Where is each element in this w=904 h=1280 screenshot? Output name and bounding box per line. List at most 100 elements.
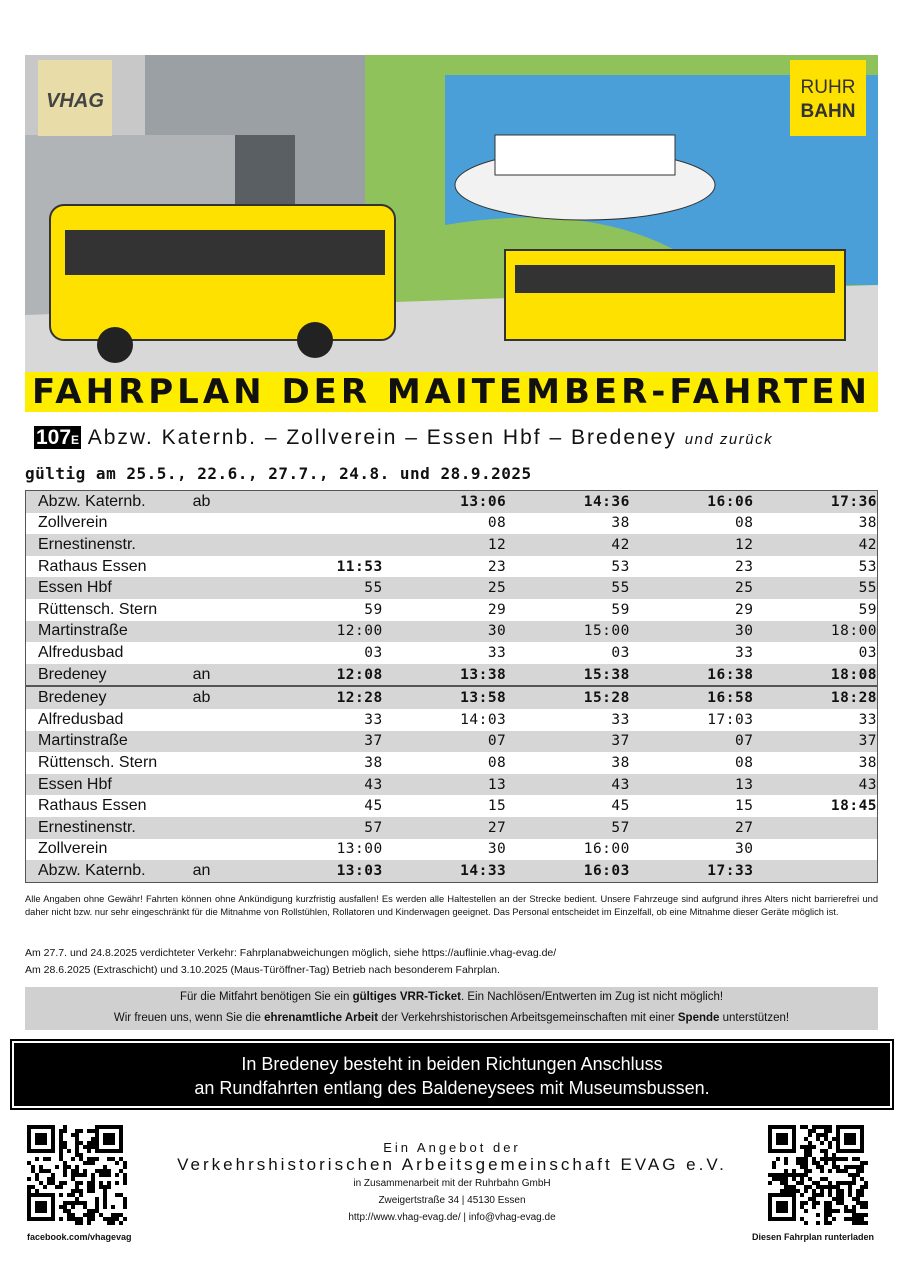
time: 12 — [487, 536, 507, 553]
time: 59 — [611, 601, 630, 618]
time: 55 — [611, 580, 630, 597]
timetable-row: Abzw. Katernb. ab 13:06 14:36 16:06 17:36 — [26, 491, 877, 513]
time: 29 — [487, 601, 507, 618]
time: 43 — [611, 776, 630, 793]
time: 42 — [858, 536, 878, 553]
line-badge: 107E — [34, 426, 82, 449]
banner: In Bredeney besteht in beiden Richtungen… — [10, 1039, 894, 1110]
timetable-row: Zollverein 13:00 30 16:00 30 — [26, 839, 877, 861]
time: 25 — [734, 580, 754, 597]
time: 13:03 — [336, 862, 383, 879]
time: 18:08 — [830, 666, 878, 683]
footer-line: Ein Angebot der — [383, 1140, 521, 1155]
notes: Alle Angaben ohne Gewähr! Fahrten können… — [25, 894, 878, 917]
stop-name: Abzw. Katernb. — [38, 492, 146, 510]
time: 45 — [611, 798, 630, 815]
timetable-row: Rathaus Essen 11:53 23 53 23 53 — [26, 556, 877, 578]
time: 13:58 — [460, 690, 507, 707]
stop-name: Ernestinenstr. — [38, 535, 136, 553]
timetable-row: Bredeney an 12:08 13:38 15:38 16:38 18:08 — [26, 663, 878, 686]
time: 23 — [734, 558, 754, 575]
time: 16:06 — [707, 493, 754, 510]
time: 59 — [364, 601, 383, 618]
time: 30 — [487, 841, 507, 858]
time: 17:36 — [830, 493, 878, 510]
time: 33 — [858, 711, 878, 728]
time: 15 — [487, 798, 507, 815]
time: 13 — [487, 776, 507, 793]
notice-text: unterstützen! — [719, 1012, 790, 1024]
stop-name: Ernestinenstr. — [38, 818, 136, 836]
timetable-row: Martinstraße 12:00 30 15:00 30 18:00 — [26, 620, 877, 643]
footer-line: Verkehrshistorischen Arbeitsgemeinschaft… — [177, 1155, 727, 1174]
time: 38 — [611, 754, 630, 771]
notice: Für die Mitfahrt benötigen Sie ein gülti… — [25, 987, 878, 1030]
stop-name: Bredeney — [38, 665, 107, 683]
stop-name: Zollverein — [38, 840, 108, 858]
left-caption: facebook.com/vhagevag — [27, 1232, 132, 1242]
direction: an — [192, 861, 211, 879]
direction: ab — [192, 689, 211, 707]
timetable-row: Essen Hbf 55 25 55 25 55 — [26, 577, 877, 599]
time: 38 — [611, 515, 630, 532]
time: 08 — [487, 754, 507, 771]
time: 27 — [734, 819, 754, 836]
time: 15:00 — [583, 623, 630, 640]
direction: an — [192, 665, 211, 683]
time: 57 — [611, 819, 630, 836]
time: 18:45 — [830, 798, 878, 815]
time: 15 — [734, 798, 754, 815]
validity: gültig am 25.5., 22.6., 27.7., 24.8. und… — [25, 464, 532, 483]
time: 27 — [487, 819, 507, 836]
timetable-row: Ernestinenstr. 57 27 57 27 — [26, 816, 877, 839]
time: 12:00 — [336, 623, 383, 640]
route-text: Abzw. Katernb. – Zollverein – Essen Hbf … — [87, 426, 677, 449]
logo-bahn: BAHN — [801, 101, 856, 122]
time: 14:36 — [583, 493, 630, 510]
route-return: und zurück — [684, 431, 774, 448]
time: 38 — [364, 754, 383, 771]
time: 08 — [487, 515, 507, 532]
logo-ruhr: RUHR — [801, 77, 856, 98]
title: FAHRPLAN DER MAITEMBER-FAHRTEN — [25, 372, 878, 412]
time: 08 — [734, 754, 754, 771]
line-number: 107 — [36, 426, 72, 449]
stop-name: Rüttensch. Stern — [38, 600, 158, 618]
time: 53 — [611, 558, 630, 575]
note-line: Am 27.7. und 24.8.2025 verdichteter Verk… — [25, 947, 557, 959]
time: 45 — [364, 798, 383, 815]
stop-name: Essen Hbf — [38, 775, 112, 793]
time: 11:53 — [336, 558, 383, 575]
direction: ab — [192, 492, 211, 510]
time: 16:38 — [707, 666, 754, 683]
time: 42 — [611, 536, 630, 553]
time: 30 — [734, 623, 754, 640]
time: 07 — [487, 733, 507, 750]
timetable-row: Alfredusbad 33 14:03 33 17:03 33 — [26, 709, 877, 731]
time: 16:58 — [707, 690, 754, 707]
note-line: Am 28.6.2025 (Extraschicht) und 3.10.202… — [25, 964, 500, 976]
notice-text: . Ein Nachlösen/Entwerten im Zug ist nic… — [460, 991, 724, 1003]
notice-text: Wir freuen uns, wenn Sie die — [113, 1012, 265, 1024]
banner-line: In Bredeney besteht in beiden Richtungen… — [241, 1054, 663, 1074]
time: 17:33 — [707, 862, 754, 879]
time: 14:03 — [460, 711, 507, 728]
time: 33 — [734, 644, 754, 661]
stop-name: Bredeney — [38, 689, 107, 707]
time: 33 — [487, 644, 507, 661]
time: 03 — [364, 644, 383, 661]
time: 37 — [364, 733, 383, 750]
time: 07 — [734, 733, 754, 750]
stop-name: Zollverein — [38, 514, 108, 532]
time: 33 — [364, 711, 383, 728]
route: 107E Abzw. Katernb. – Zollverein – Essen… — [34, 426, 773, 450]
notice-text: Für die Mitfahrt benötigen Sie ein — [179, 991, 353, 1003]
time: 53 — [858, 558, 878, 575]
footer-line: http://www.vhag-evag.de/ | info@vhag-eva… — [348, 1212, 556, 1223]
time: 13:00 — [336, 841, 383, 858]
time: 37 — [611, 733, 630, 750]
timetable-row: Abzw. Katernb. an 13:03 14:33 16:03 17:33 — [26, 860, 877, 882]
stop-name: Martinstraße — [38, 732, 128, 750]
notice-line: Wir freuen uns, wenn Sie die ehrenamtlic… — [25, 1008, 878, 1029]
time: 23 — [487, 558, 507, 575]
